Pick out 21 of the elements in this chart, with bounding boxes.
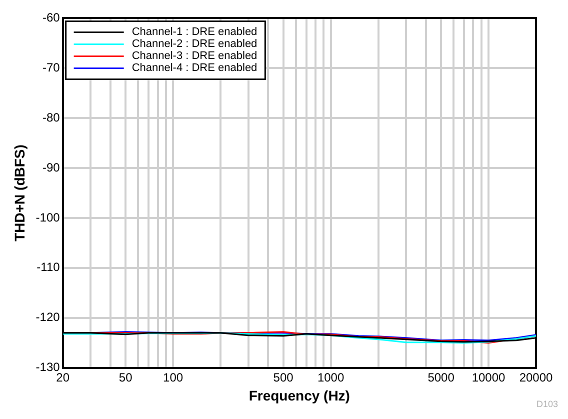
y-tick-label: -70 <box>42 60 60 74</box>
y-tick-label: -80 <box>42 110 60 124</box>
x-tick-label: 100 <box>163 370 184 384</box>
x-tick-label: 5000 <box>428 370 455 384</box>
x-tick-label: 50 <box>118 370 133 384</box>
legend-label: Channel-3 : DRE enabled <box>132 50 258 62</box>
legend-label: Channel-1 : DRE enabled <box>132 26 258 38</box>
x-tick-label: 500 <box>273 370 294 384</box>
x-tick-label: 20000 <box>519 370 554 384</box>
x-tick-label: 10000 <box>472 370 506 384</box>
y-tick-label: -90 <box>42 160 60 174</box>
y-tick-label: -120 <box>36 310 60 324</box>
y-axis-title: THD+N (dBFS) <box>11 144 28 242</box>
y-tick-label: -100 <box>36 210 60 224</box>
legend-label: Channel-2 : DRE enabled <box>132 38 258 50</box>
x-axis-title: Frequency (Hz) <box>248 387 350 404</box>
y-tick-label: -60 <box>42 10 60 25</box>
legend-label: Channel-4 : DRE enabled <box>132 62 258 74</box>
text: D103 <box>536 398 558 409</box>
y-tick-label: -110 <box>36 260 60 274</box>
x-tick-label: 1000 <box>317 370 344 384</box>
